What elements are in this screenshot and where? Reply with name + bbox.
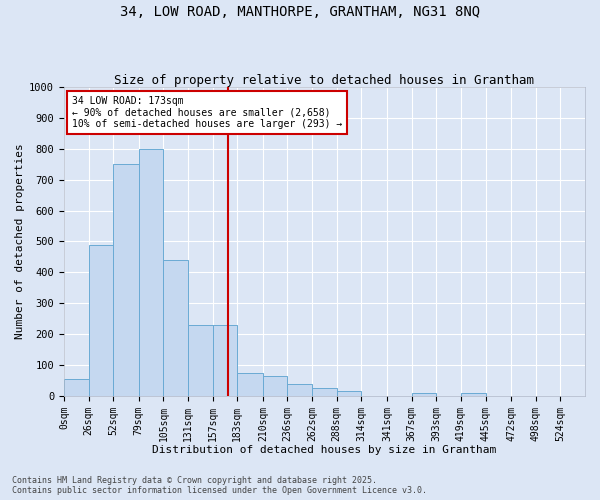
Text: Contains HM Land Registry data © Crown copyright and database right 2025.
Contai: Contains HM Land Registry data © Crown c… <box>12 476 427 495</box>
Bar <box>263 376 287 396</box>
Bar <box>287 384 312 396</box>
Bar <box>461 394 485 396</box>
Bar <box>237 372 263 396</box>
Bar <box>188 325 212 396</box>
Bar <box>89 244 113 396</box>
X-axis label: Distribution of detached houses by size in Grantham: Distribution of detached houses by size … <box>152 445 497 455</box>
Bar <box>113 164 139 396</box>
Title: Size of property relative to detached houses in Grantham: Size of property relative to detached ho… <box>115 74 535 87</box>
Bar <box>212 325 237 396</box>
Y-axis label: Number of detached properties: Number of detached properties <box>15 144 25 340</box>
Text: 34 LOW ROAD: 173sqm
← 90% of detached houses are smaller (2,658)
10% of semi-det: 34 LOW ROAD: 173sqm ← 90% of detached ho… <box>72 96 342 130</box>
Bar <box>163 260 188 396</box>
Bar <box>412 393 436 396</box>
Bar <box>312 388 337 396</box>
Bar <box>64 379 89 396</box>
Text: 34, LOW ROAD, MANTHORPE, GRANTHAM, NG31 8NQ: 34, LOW ROAD, MANTHORPE, GRANTHAM, NG31 … <box>120 5 480 19</box>
Bar <box>139 149 163 396</box>
Bar <box>337 391 361 396</box>
